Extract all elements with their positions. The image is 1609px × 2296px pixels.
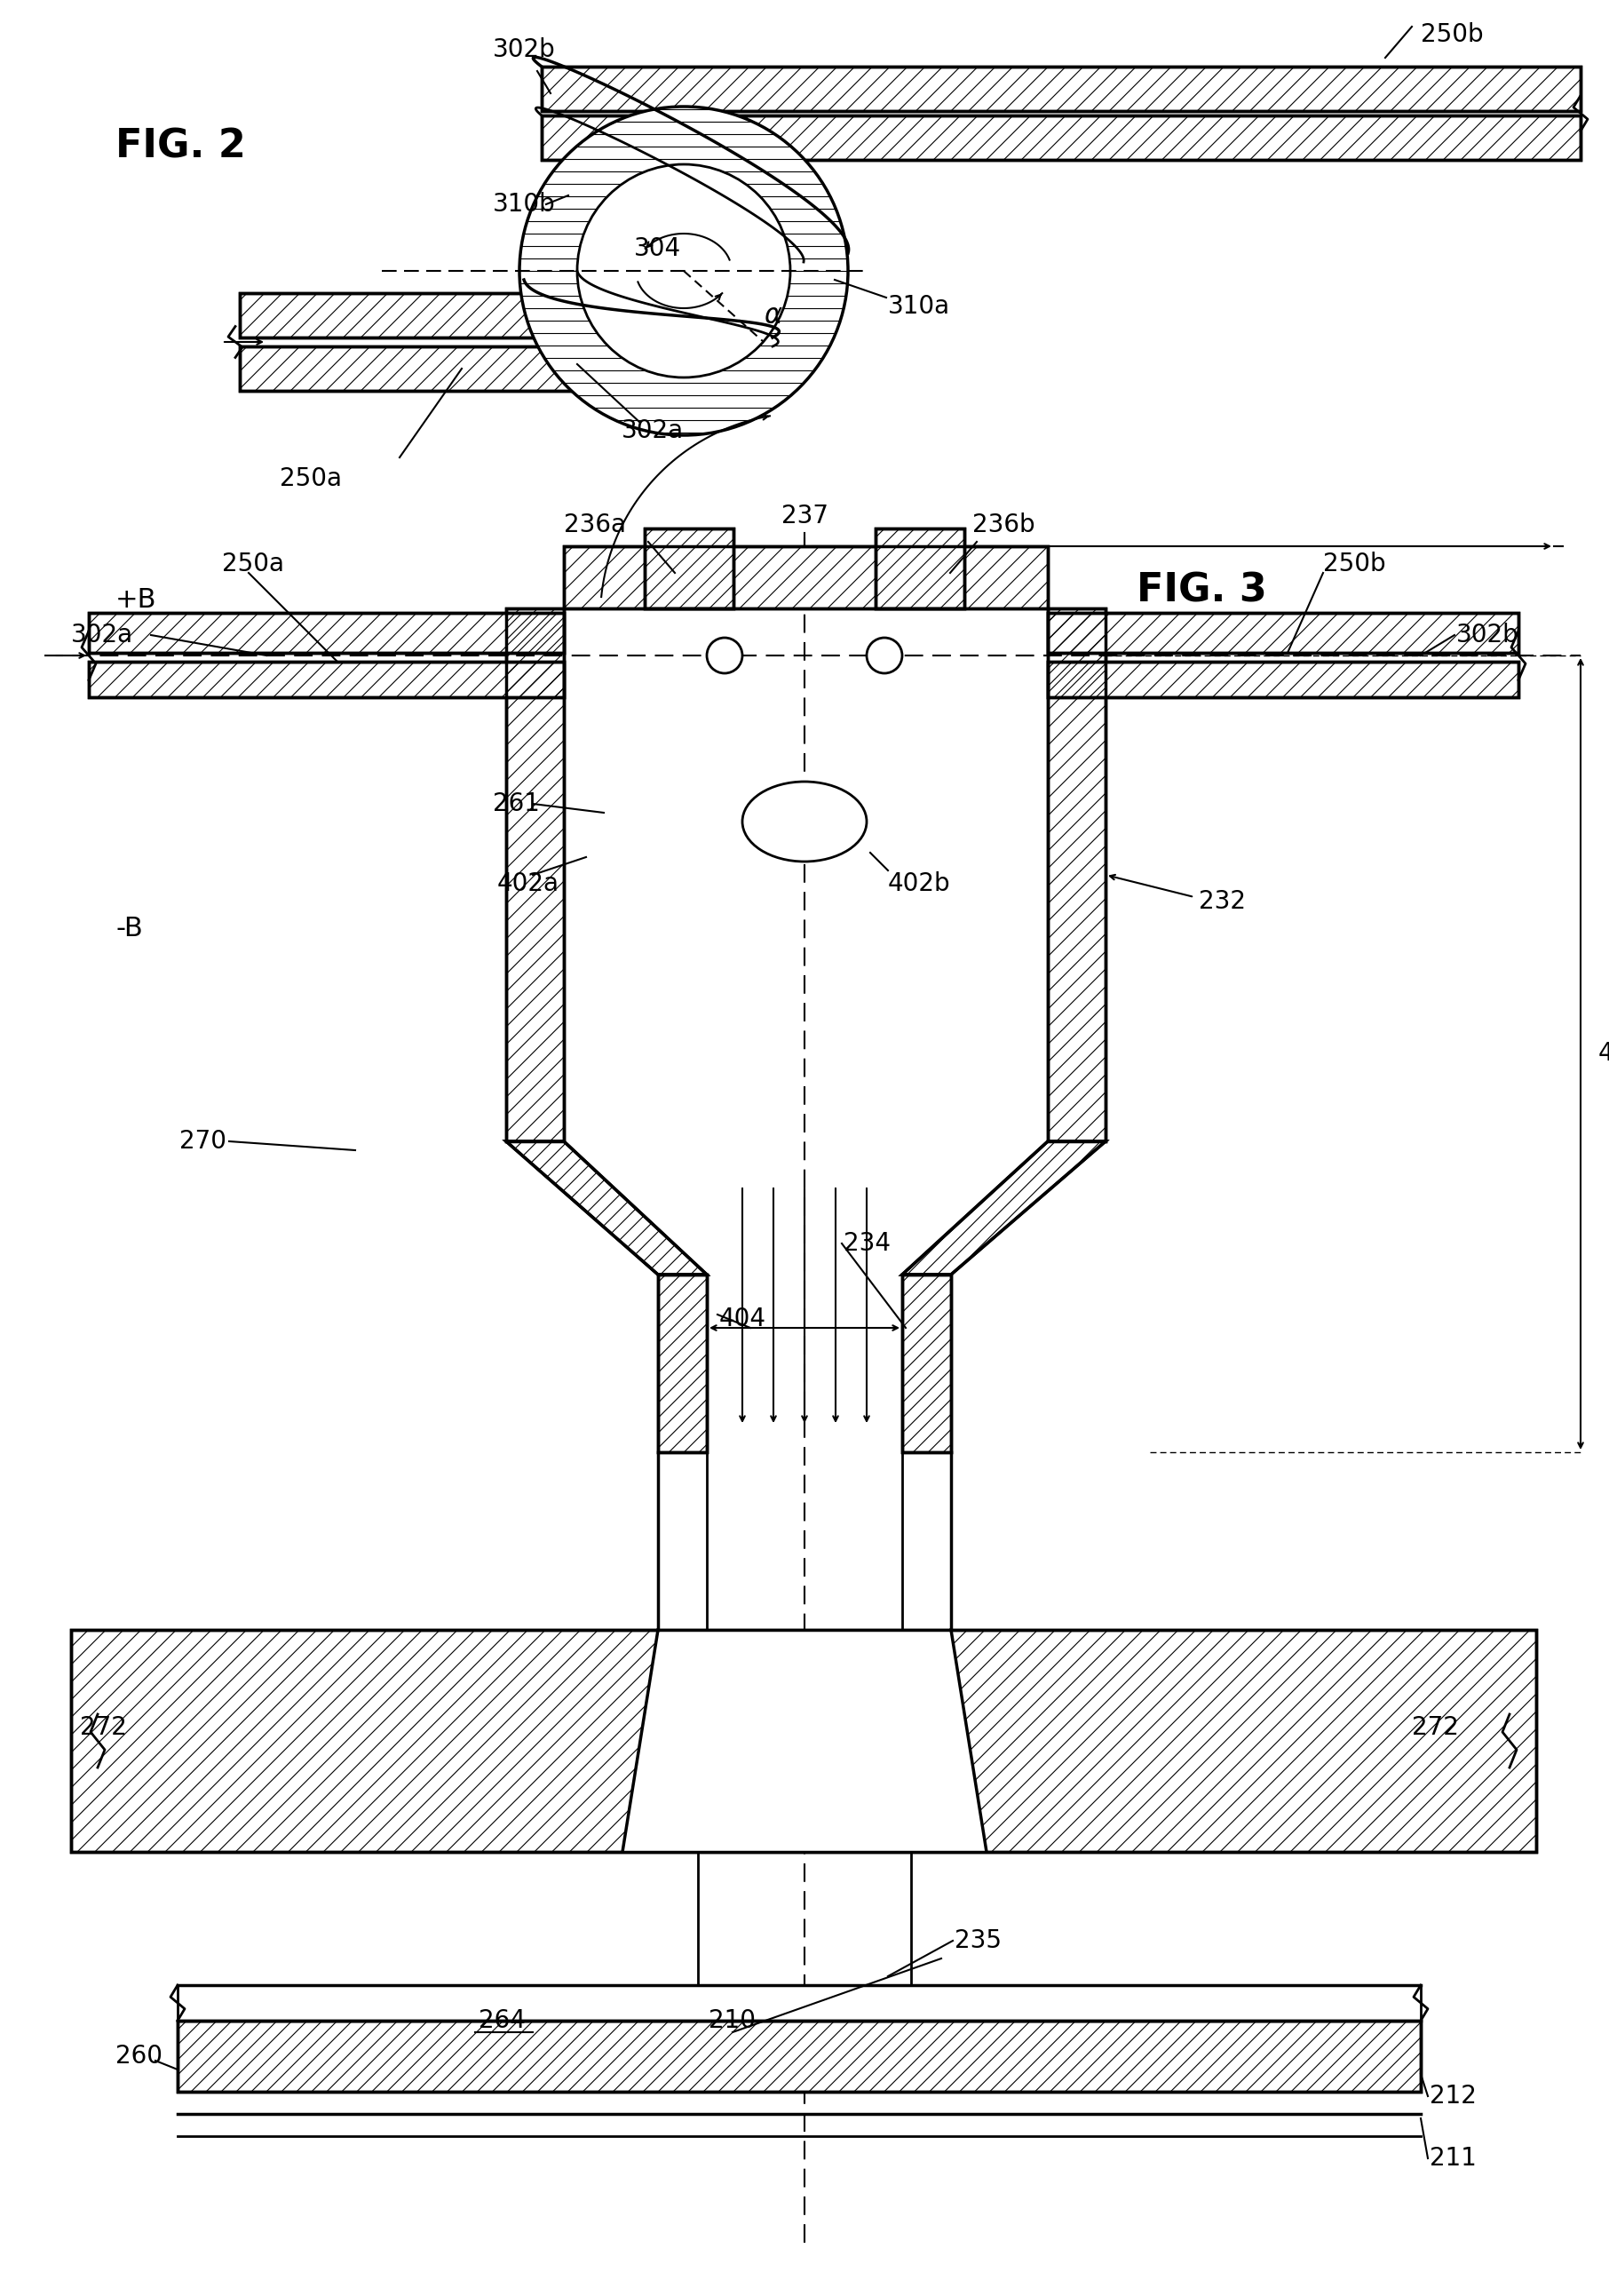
- Polygon shape: [507, 1141, 706, 1274]
- Polygon shape: [1047, 661, 1519, 698]
- Polygon shape: [240, 294, 772, 338]
- Text: α: α: [764, 303, 782, 328]
- Text: FIG. 3: FIG. 3: [1136, 572, 1266, 611]
- Text: 402b: 402b: [888, 870, 951, 895]
- Text: 410: 410: [1598, 1042, 1609, 1065]
- Polygon shape: [645, 528, 734, 608]
- Polygon shape: [542, 115, 1580, 161]
- Text: +B: +B: [116, 588, 156, 613]
- Text: 250a: 250a: [222, 551, 285, 576]
- Text: 310b: 310b: [492, 193, 555, 216]
- Text: 211: 211: [1430, 2147, 1477, 2170]
- Circle shape: [867, 638, 903, 673]
- Polygon shape: [542, 67, 1580, 110]
- Polygon shape: [240, 347, 772, 390]
- Bar: [177, 1986, 1421, 2020]
- Polygon shape: [903, 1141, 1105, 1274]
- Text: 302a: 302a: [71, 622, 134, 647]
- Polygon shape: [71, 1630, 1537, 1853]
- Text: 236a: 236a: [563, 512, 626, 537]
- Polygon shape: [875, 528, 964, 608]
- Text: 302b: 302b: [492, 37, 555, 62]
- Text: 264: 264: [478, 2009, 525, 2032]
- Text: 234: 234: [843, 1231, 891, 1256]
- Circle shape: [520, 106, 848, 436]
- Text: FIG. 2: FIG. 2: [116, 129, 246, 165]
- Text: 250b: 250b: [1421, 23, 1483, 48]
- Text: 402a: 402a: [497, 870, 560, 895]
- Text: 272: 272: [1411, 1715, 1459, 1740]
- Text: 302b: 302b: [1456, 622, 1519, 647]
- Polygon shape: [623, 1630, 986, 1853]
- Polygon shape: [563, 546, 1047, 608]
- Text: 250a: 250a: [280, 466, 341, 491]
- Polygon shape: [507, 608, 563, 1141]
- Text: 210: 210: [710, 2009, 756, 2032]
- Text: 236b: 236b: [972, 512, 1035, 537]
- Polygon shape: [88, 661, 563, 698]
- Text: 212: 212: [1430, 2085, 1477, 2108]
- Polygon shape: [1047, 613, 1519, 652]
- Ellipse shape: [742, 781, 867, 861]
- Polygon shape: [1047, 608, 1105, 1141]
- Text: 260: 260: [116, 2043, 163, 2069]
- Text: 270: 270: [179, 1130, 227, 1155]
- Text: 235: 235: [954, 1929, 1002, 1954]
- Polygon shape: [903, 1274, 951, 1451]
- Text: 272: 272: [80, 1715, 127, 1740]
- Circle shape: [706, 638, 742, 673]
- Polygon shape: [177, 2020, 1421, 2092]
- Text: 310a: 310a: [888, 294, 951, 319]
- Text: 261: 261: [492, 792, 539, 817]
- Text: 304: 304: [634, 236, 681, 262]
- Text: -B: -B: [116, 916, 143, 941]
- Text: 302a: 302a: [621, 418, 684, 443]
- Text: 404: 404: [719, 1306, 766, 1332]
- Text: 250b: 250b: [1323, 551, 1385, 576]
- Polygon shape: [88, 613, 563, 652]
- Circle shape: [578, 165, 790, 377]
- Text: 237: 237: [780, 503, 829, 528]
- Text: 232: 232: [1199, 889, 1245, 914]
- Polygon shape: [658, 1274, 706, 1451]
